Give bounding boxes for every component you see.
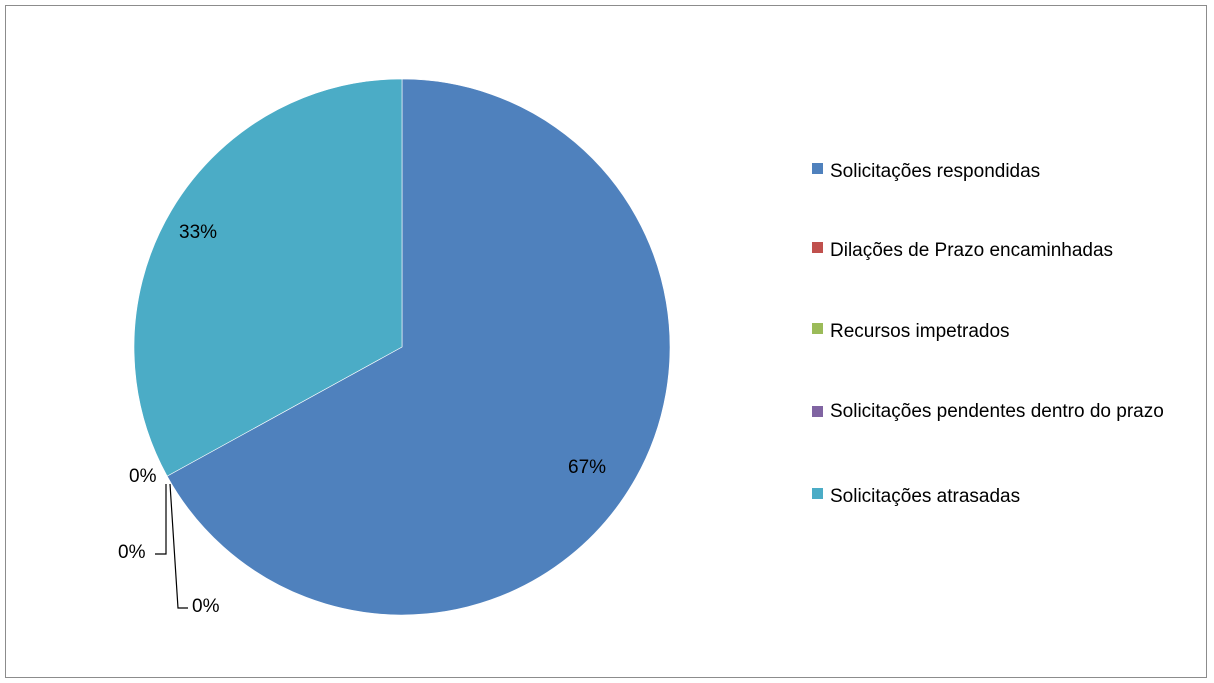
legend-swatch-pendentes bbox=[812, 406, 823, 417]
leader-line-pendentes bbox=[169, 483, 188, 609]
data-label-respondidas: 67% bbox=[568, 457, 606, 478]
legend-swatch-dilacoes bbox=[812, 242, 823, 253]
leader-line-recursos bbox=[155, 484, 167, 555]
legend-swatch-atrasadas bbox=[812, 488, 823, 499]
pie-slice-respondidas bbox=[166, 78, 671, 616]
data-label-atrasadas: 33% bbox=[179, 222, 217, 243]
legend-label-dilacoes: Dilações de Prazo encaminhadas bbox=[830, 240, 1114, 261]
legend-label-recursos: Recursos impetrados bbox=[830, 321, 1010, 342]
chart-area: 67% 0% 0% 0% 33% Solicitações respondidas Di… bbox=[5, 5, 1207, 678]
legend-item-recursos: Recursos impetrados bbox=[812, 316, 1200, 347]
legend-label-atrasadas: Solicitações atrasadas bbox=[830, 486, 1021, 507]
legend-label-pendentes: Solicitações pendentes dentro do prazo bbox=[830, 401, 1164, 422]
legend-item-dilacoes: Dilações de Prazo encaminhadas bbox=[812, 235, 1200, 266]
legend-item-respondidas: Solicitações respondidas bbox=[812, 156, 1200, 187]
legend-item-atrasadas: Solicitações atrasadas bbox=[812, 481, 1200, 512]
pie-slice-atrasadas bbox=[133, 78, 403, 477]
data-label-recursos: 0% bbox=[118, 542, 146, 563]
pie-chart: 67% 0% 0% 0% 33% bbox=[118, 78, 671, 617]
legend-label-respondidas: Solicitações respondidas bbox=[830, 161, 1041, 182]
legend-swatch-respondidas bbox=[812, 163, 823, 174]
data-label-dilacoes: 0% bbox=[129, 466, 157, 487]
legend-item-pendentes: Solicitações pendentes dentro do prazo bbox=[812, 399, 1200, 428]
data-label-pendentes: 0% bbox=[192, 596, 220, 617]
legend-swatch-recursos bbox=[812, 323, 823, 334]
